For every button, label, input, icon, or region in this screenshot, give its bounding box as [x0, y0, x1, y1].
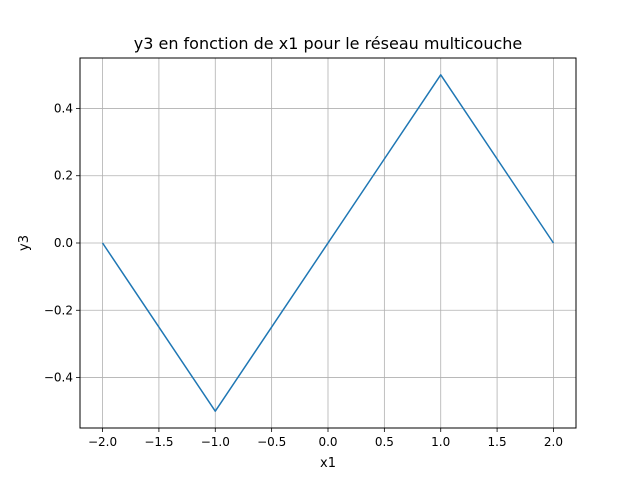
x-tick-label: 1.5: [488, 435, 507, 449]
x-tick-label: −1.5: [144, 435, 173, 449]
x-tick-label: 0.5: [375, 435, 394, 449]
chart-title: y3 en fonction de x1 pour le réseau mult…: [134, 34, 523, 53]
series-layer: [101, 74, 555, 412]
y-tick-label: 0.2: [54, 169, 73, 183]
x-tick-label: −0.5: [257, 435, 286, 449]
y-axis-label: y3: [17, 235, 32, 251]
y-axis-ticks: −0.4 −0.2 0.0 0.2 0.4: [44, 101, 80, 385]
y-tick-label: −0.4: [44, 371, 73, 385]
x-axis-ticks: −2.0 −1.5 −1.0 −0.5 0.0 0.5 1.0 1.5 2.0: [88, 428, 563, 449]
x-tick-label: 0.0: [318, 435, 337, 449]
y-tick-label: 0.0: [54, 236, 73, 250]
x-tick-label: −2.0: [88, 435, 117, 449]
x-axis-label: x1: [320, 456, 336, 471]
y-tick-label: 0.4: [54, 101, 73, 115]
series-line: [101, 74, 555, 412]
x-tick-label: 1.0: [431, 435, 450, 449]
x-tick-label: 2.0: [544, 435, 563, 449]
y-tick-label: −0.2: [44, 303, 73, 317]
x-tick-label: −1.0: [201, 435, 230, 449]
